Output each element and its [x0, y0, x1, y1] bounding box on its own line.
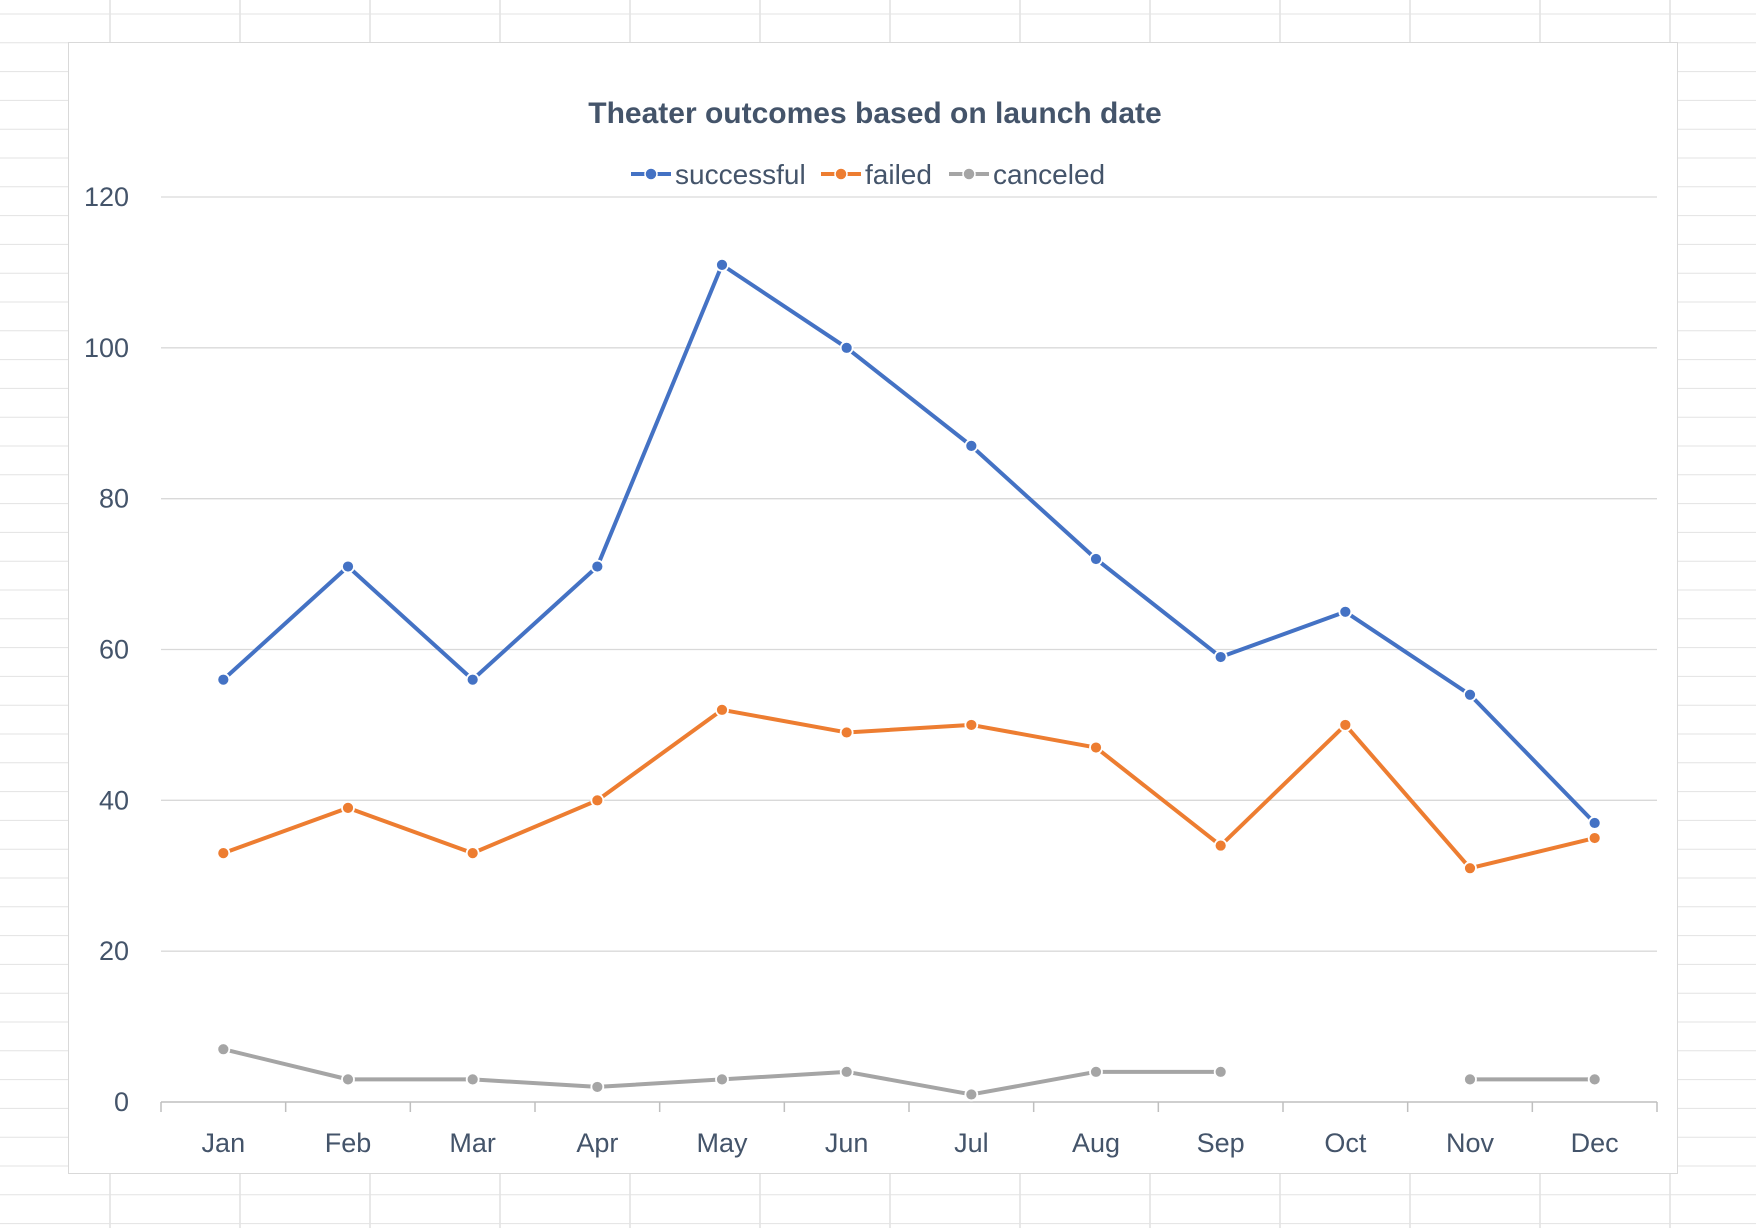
chart-legend: successful failed canceled [631, 159, 1105, 190]
data-point [465, 672, 480, 687]
data-point [1089, 1064, 1103, 1079]
legend-swatch-marker [644, 167, 658, 181]
data-point [964, 718, 979, 732]
data-point [839, 1064, 854, 1079]
data-point [216, 1042, 231, 1057]
y-axis: 0 20 40 60 80 100 120 [84, 182, 129, 1117]
data-point [715, 1072, 729, 1087]
series-successful [216, 257, 1602, 830]
y-tick-label: 100 [84, 333, 129, 363]
series-failed [216, 702, 1602, 876]
data-point [216, 846, 231, 861]
data-point [1089, 740, 1103, 755]
series-line [221, 1047, 1223, 1097]
data-point [590, 1080, 605, 1094]
legend-label: successful [675, 159, 806, 190]
x-tick-label: Feb [325, 1128, 372, 1158]
data-point [341, 1072, 355, 1087]
data-point [465, 846, 480, 861]
chart-area[interactable]: Theater outcomes based on launch date su… [68, 42, 1678, 1174]
x-tick-label: Jul [954, 1128, 989, 1158]
x-tick-label: Oct [1324, 1128, 1367, 1158]
x-tick-label: Dec [1571, 1128, 1619, 1158]
legend-item: failed [821, 159, 932, 190]
x-tick-label: Apr [576, 1128, 618, 1158]
x-tick-label: Aug [1072, 1128, 1120, 1158]
line-chart: Theater outcomes based on launch date su… [84, 97, 1658, 1158]
y-tick-label: 0 [114, 1087, 129, 1117]
data-point [715, 702, 729, 717]
data-point [964, 1087, 979, 1102]
legend-label: canceled [993, 159, 1105, 190]
data-point [964, 438, 979, 453]
y-tick-label: 120 [84, 182, 129, 212]
x-tick-label: Jun [825, 1128, 869, 1158]
chart-title: Theater outcomes based on launch date [588, 97, 1161, 130]
data-point [1213, 650, 1228, 664]
data-point [1089, 552, 1103, 566]
data-point [1587, 816, 1602, 830]
data-point [341, 559, 355, 574]
data-point [1213, 838, 1228, 853]
data-point [1587, 831, 1602, 845]
y-tick-label: 60 [99, 635, 129, 665]
data-point [1338, 718, 1353, 732]
data-point [590, 793, 605, 808]
x-axis: Jan Feb Mar Apr May Jun Jul Aug Sep Oct Nov Dec [160, 1101, 1658, 1158]
data-point [341, 800, 355, 815]
legend-item: canceled [949, 159, 1105, 190]
data-point [465, 1072, 480, 1087]
legend-swatch-marker [834, 167, 848, 181]
data-point [216, 672, 231, 687]
x-tick-label: Jan [202, 1128, 246, 1158]
series-line [221, 262, 1597, 825]
series-canceled [216, 1042, 1602, 1102]
data-point [839, 340, 854, 355]
data-point [1213, 1064, 1228, 1079]
data-point [839, 725, 854, 740]
x-tick-label: Sep [1197, 1128, 1245, 1158]
data-point [1463, 687, 1477, 702]
data-point [1587, 1072, 1602, 1087]
y-tick-label: 80 [99, 484, 129, 514]
plot-series [216, 257, 1602, 1102]
legend-label: failed [865, 159, 932, 190]
data-point [715, 257, 729, 272]
series-line [221, 707, 1597, 871]
data-point [590, 559, 605, 574]
x-tick-label: Mar [449, 1128, 496, 1158]
data-point [1463, 861, 1477, 876]
legend-item: successful [631, 159, 806, 190]
x-tick-label: Nov [1446, 1128, 1495, 1158]
legend-swatch-marker [962, 167, 976, 181]
gridlines [161, 196, 1657, 952]
y-tick-label: 20 [99, 936, 129, 966]
x-tick-label: May [696, 1128, 748, 1158]
data-point [1338, 604, 1353, 619]
data-point [1463, 1072, 1477, 1087]
y-tick-label: 40 [99, 785, 129, 815]
